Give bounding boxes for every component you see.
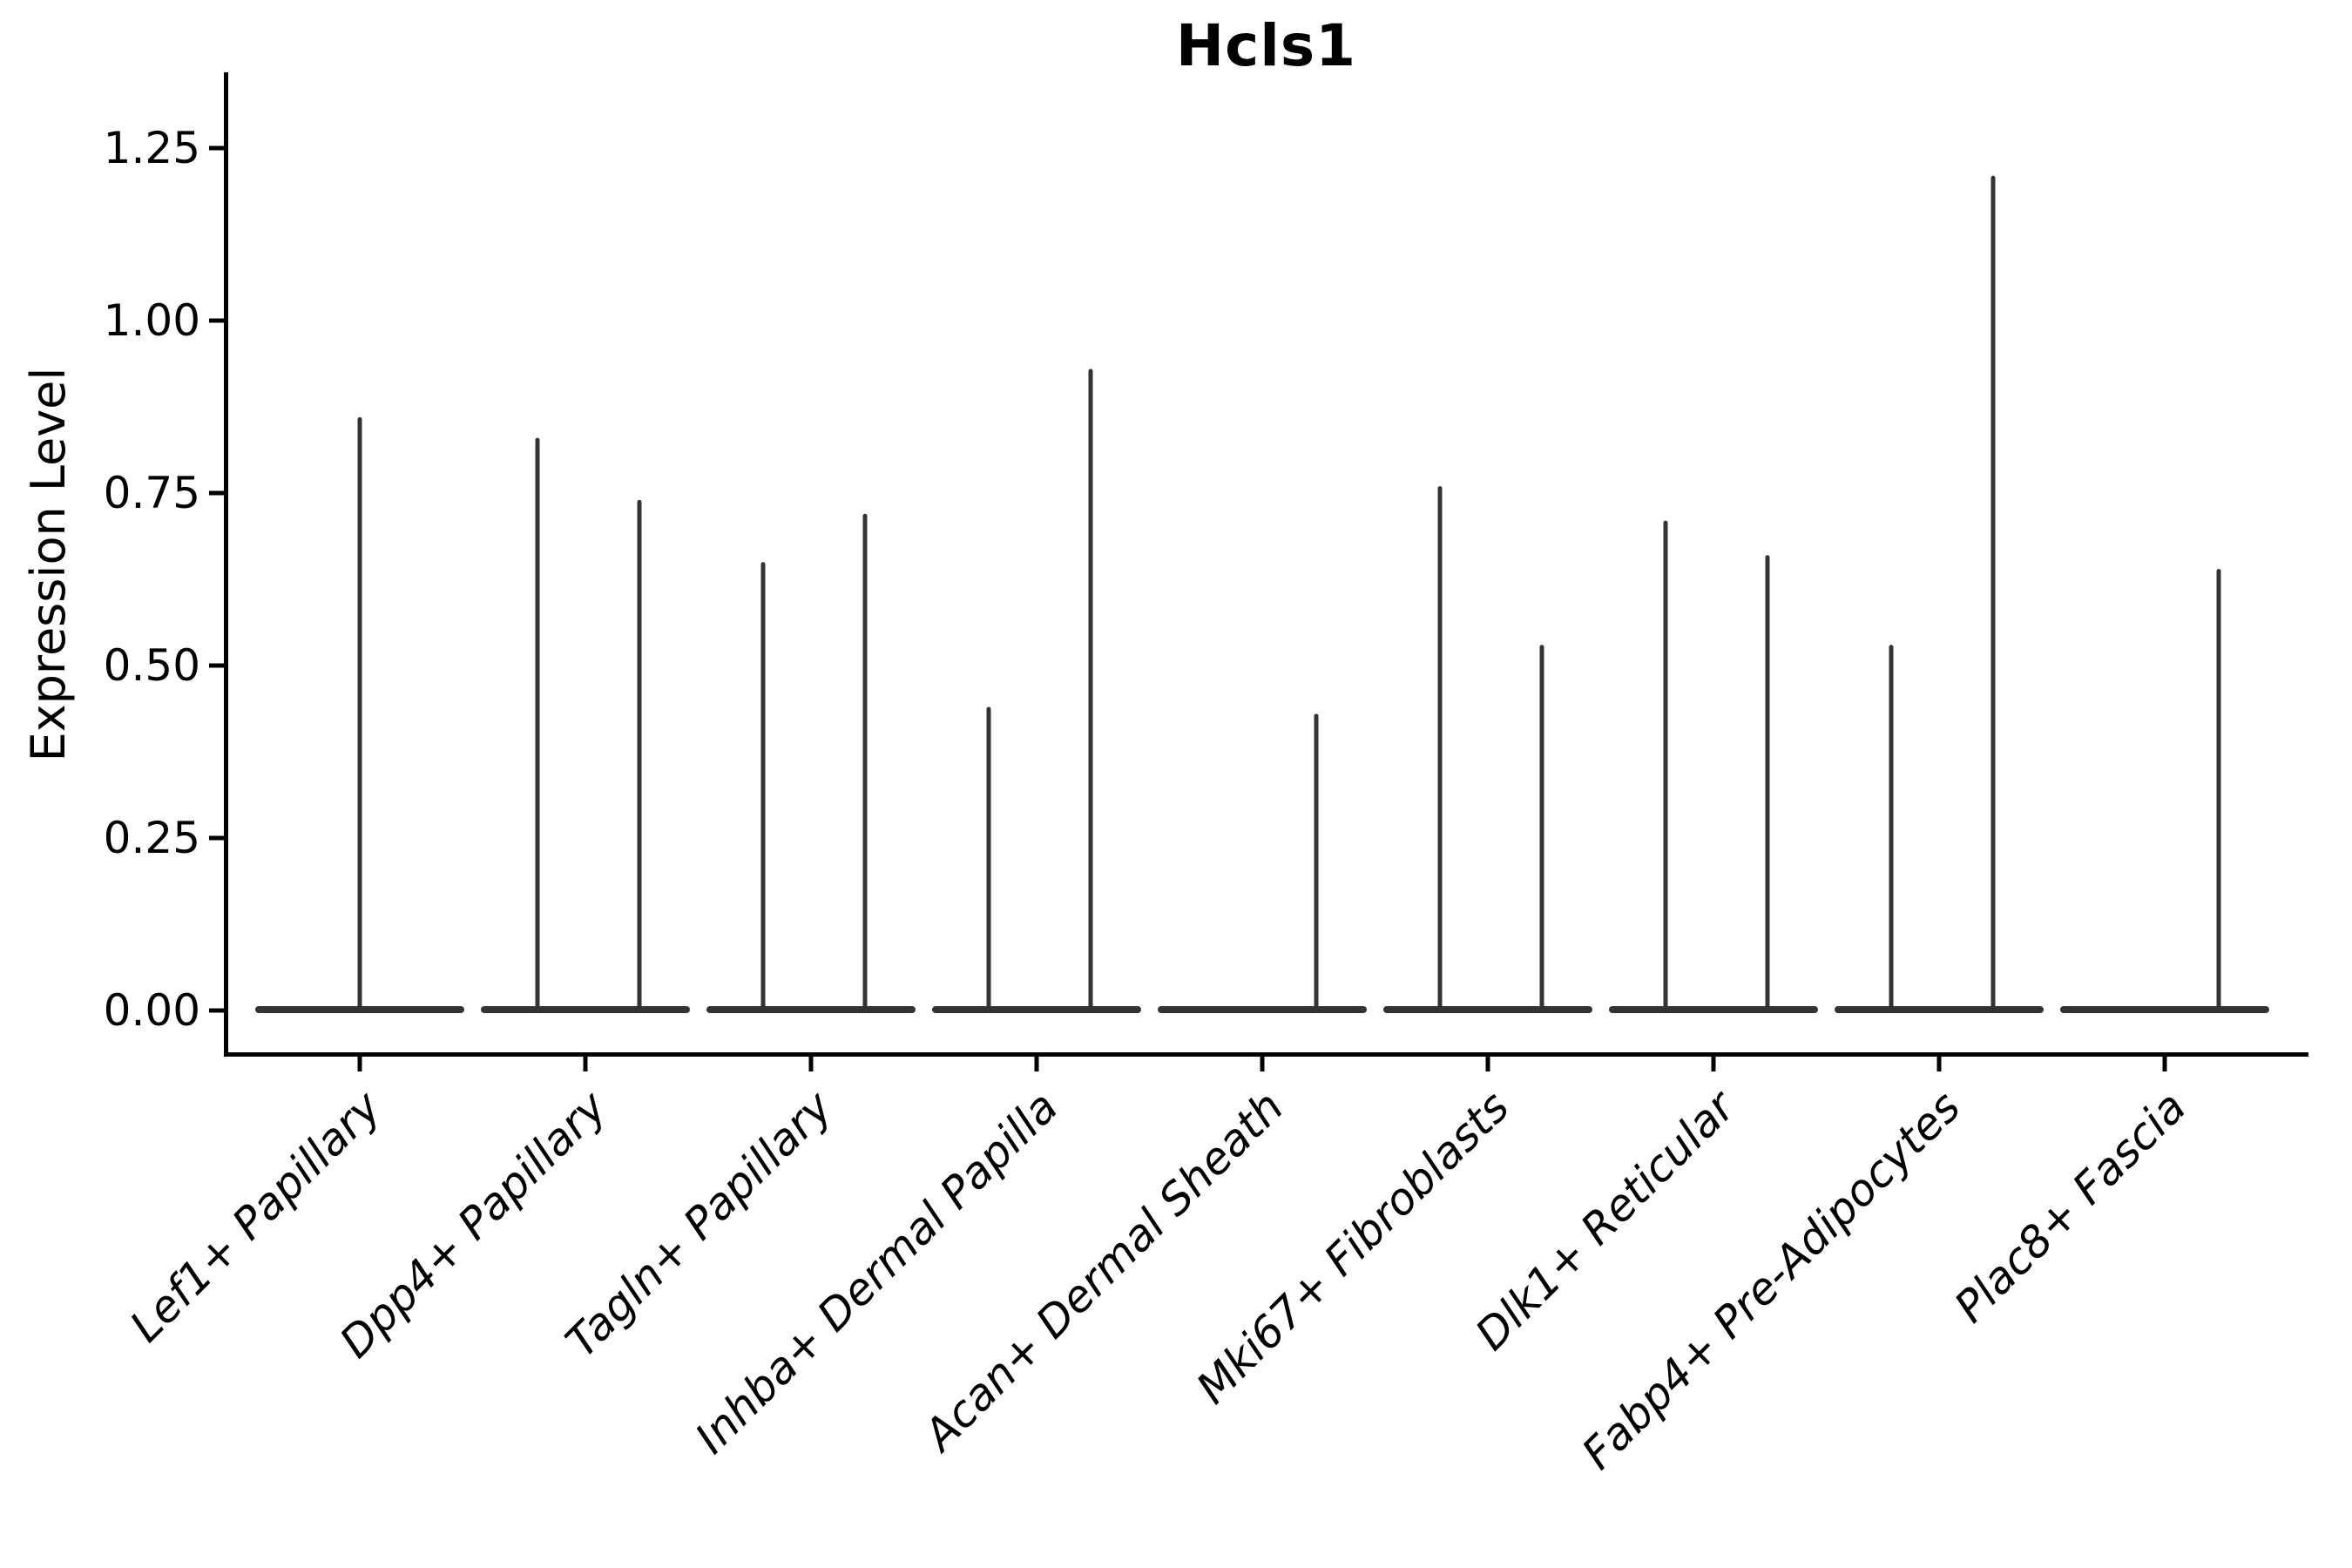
violin-spike [1663, 520, 1668, 1010]
violin-spike [357, 416, 362, 1010]
violin-body-bar [932, 1006, 1141, 1013]
x-tick [2162, 1057, 2167, 1071]
violin-body-bar [481, 1006, 690, 1013]
y-tick-label: 0.50 [103, 640, 200, 691]
x-tick [1034, 1057, 1039, 1071]
y-tick-label: 0.25 [103, 813, 200, 863]
violin-body-bar [1383, 1006, 1592, 1013]
violin-body-bar [1835, 1006, 2044, 1013]
x-tick [1485, 1057, 1490, 1071]
y-tick [209, 835, 224, 841]
violin-spike [1539, 645, 1544, 1010]
violin-body-bar [2060, 1006, 2269, 1013]
violin-body-bar [1158, 1006, 1367, 1013]
x-tick [1936, 1057, 1942, 1071]
y-tick [209, 145, 224, 151]
y-tick-label: 1.00 [103, 295, 200, 346]
violin-body-bar [706, 1006, 916, 1013]
y-tick-label: 0.75 [103, 468, 200, 518]
violin-spike [1437, 486, 1443, 1010]
y-tick-label: 1.25 [103, 123, 200, 173]
violin-spike [2216, 569, 2221, 1010]
violin-spike [1314, 713, 1319, 1010]
violin-spike [637, 499, 642, 1010]
x-tick [357, 1057, 362, 1071]
violin-spike [986, 706, 991, 1010]
x-tick [1260, 1057, 1265, 1071]
x-axis-spine [224, 1052, 2308, 1057]
violin-spike [1765, 555, 1770, 1010]
violin-body-bar [1609, 1006, 1818, 1013]
x-tick [808, 1057, 814, 1071]
y-tick [209, 318, 224, 323]
y-tick-label: 0.00 [103, 985, 200, 1036]
violin-spike [760, 562, 766, 1010]
y-axis-spine [224, 72, 228, 1057]
violin-spike [862, 513, 868, 1010]
violin-spike [1088, 368, 1093, 1010]
y-tick [209, 1008, 224, 1013]
x-tick [583, 1057, 588, 1071]
violin-spike [535, 437, 540, 1010]
x-tick [1711, 1057, 1716, 1071]
violin-spike [1889, 645, 1894, 1010]
y-tick [209, 663, 224, 668]
violin-spike [1990, 175, 1996, 1010]
chart-title: Hcls1 [1175, 12, 1357, 79]
y-tick [209, 490, 224, 496]
